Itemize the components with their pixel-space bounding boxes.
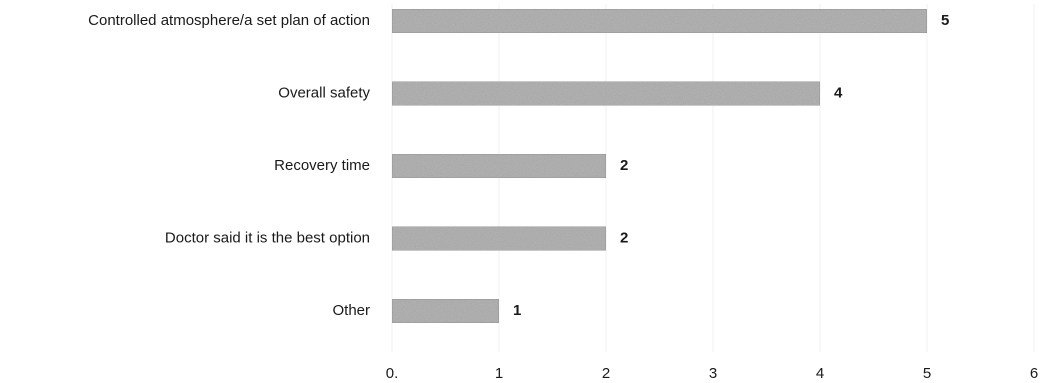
data-label-3: 2 <box>620 229 628 246</box>
data-label-4: 1 <box>513 302 521 319</box>
x-axis-ticks: 0. 1 2 3 4 5 6 <box>386 365 1038 382</box>
x-tick-label-4: 4 <box>816 365 824 382</box>
bar-4 <box>391 298 500 324</box>
data-label-2: 2 <box>620 157 628 174</box>
category-label-0: Controlled atmosphere/a set plan of acti… <box>88 12 370 29</box>
data-label-0: 5 <box>941 12 949 29</box>
category-label-4: Other <box>332 302 370 319</box>
category-label-2: Recovery time <box>274 157 370 174</box>
bar-0 <box>391 8 928 34</box>
data-label-1: 4 <box>834 84 843 101</box>
bar-1 <box>391 81 821 106</box>
x-tick-label-6: 6 <box>1030 365 1038 382</box>
bar-2 <box>391 153 607 179</box>
bar-3 <box>391 226 607 251</box>
data-labels: 5 4 2 2 1 <box>513 12 949 319</box>
category-label-3: Doctor said it is the best option <box>165 229 370 246</box>
x-tick-label-0: 0. <box>386 365 399 382</box>
x-tick-label-5: 5 <box>923 365 931 382</box>
bars <box>391 8 928 324</box>
category-label-1: Overall safety <box>278 84 370 101</box>
x-tick-label-3: 3 <box>709 365 717 382</box>
x-tick-label-2: 2 <box>602 365 610 382</box>
category-labels: Controlled atmosphere/a set plan of acti… <box>88 12 370 319</box>
x-tick-label-1: 1 <box>495 365 503 382</box>
